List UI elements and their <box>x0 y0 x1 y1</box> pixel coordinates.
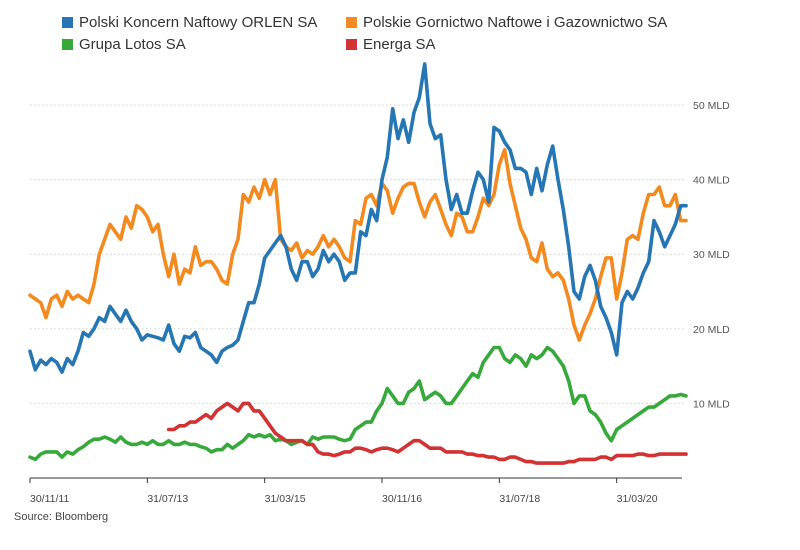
chart-source-note: Source: Bloomberg <box>14 511 109 523</box>
legend-label-orlen: Polski Koncern Naftowy ORLEN SA <box>79 14 318 31</box>
y-tick-label: 40 MLD <box>693 175 730 187</box>
legend-swatch-energa <box>346 39 357 50</box>
x-tick-label: 30/11/11 <box>30 493 69 505</box>
legend-label-energa: Energa SA <box>363 36 436 53</box>
legend-label-pgnig: Polskie Gornictwo Naftowe i Gazownictwo … <box>363 14 668 31</box>
x-tick-label: 31/03/15 <box>265 493 306 505</box>
x-tick-label: 31/07/18 <box>499 493 540 505</box>
series-line-energa <box>166 401 688 465</box>
legend-swatch-orlen <box>62 17 73 28</box>
legend-swatch-lotos <box>62 39 73 50</box>
y-tick-label: 30 MLD <box>693 249 730 261</box>
series-line-orlen <box>28 62 688 374</box>
legend-swatch-pgnig <box>346 17 357 28</box>
series-line-pgnig <box>28 148 688 342</box>
legend-item-lotos: Grupa Lotos SA <box>62 36 186 53</box>
y-tick-label: 20 MLD <box>693 324 730 336</box>
legend-item-energa: Energa SA <box>346 36 436 53</box>
series-line-lotos <box>28 345 688 462</box>
x-tick-label: 30/11/16 <box>382 493 422 505</box>
x-tick-label: 31/03/20 <box>617 493 658 505</box>
x-tick-label: 31/07/13 <box>147 493 188 505</box>
y-tick-label: 50 MLD <box>693 100 730 112</box>
y-tick-label: 10 MLD <box>693 398 730 410</box>
legend-item-orlen: Polski Koncern Naftowy ORLEN SA <box>62 14 317 31</box>
legend-item-pgnig: Polskie Gornictwo Naftowe i Gazownictwo … <box>346 14 667 31</box>
legend-label-lotos: Grupa Lotos SA <box>79 36 186 53</box>
